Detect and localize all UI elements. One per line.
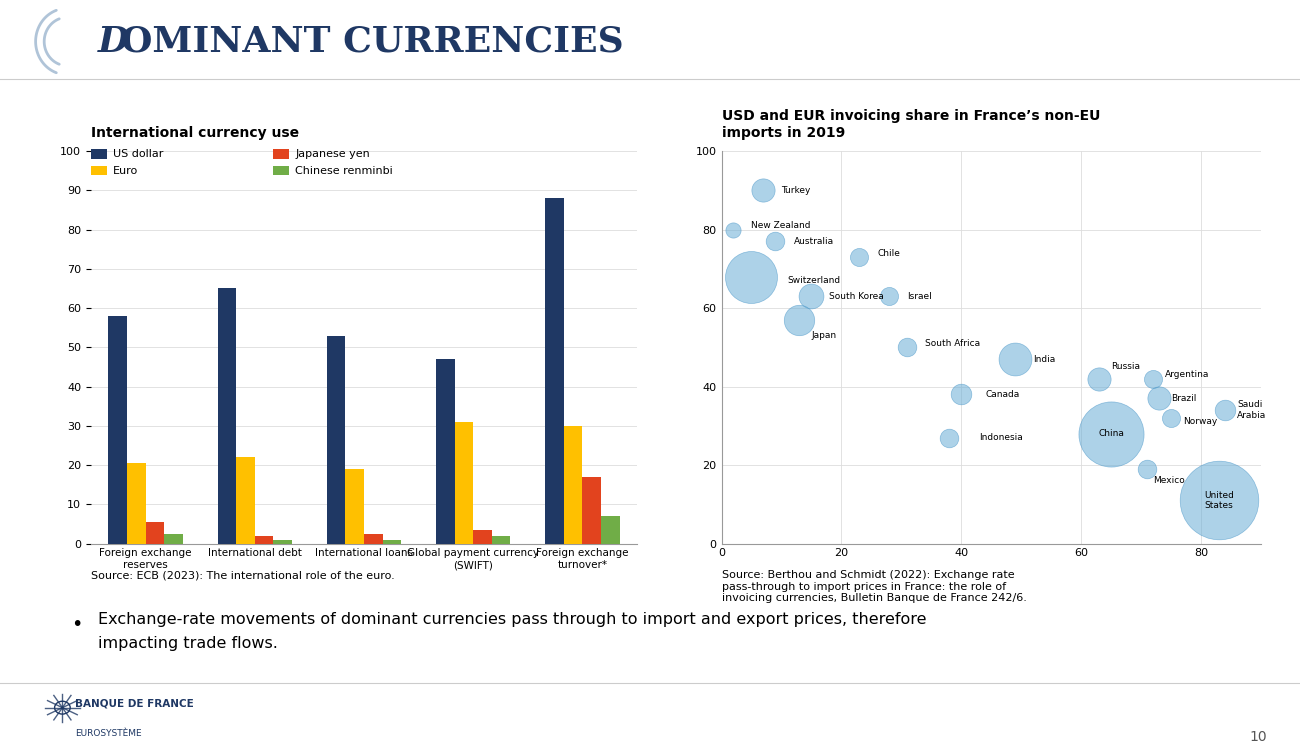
Bar [127,463,146,544]
Text: OMINANT CURRENCIES: OMINANT CURRENCIES [121,24,624,59]
Text: Israel: Israel [907,291,932,300]
Bar [108,316,127,544]
Text: Mexico: Mexico [1153,476,1184,485]
Text: Russia: Russia [1112,362,1140,371]
Bar [436,359,455,544]
Point [801,290,822,302]
Point [1136,463,1157,475]
Text: South Africa: South Africa [926,339,980,348]
Text: Indonesia: Indonesia [979,433,1023,442]
Bar [346,469,364,544]
Point [789,314,810,326]
Bar [146,522,164,544]
Point [1143,373,1164,385]
Text: Turkey: Turkey [781,186,811,195]
Text: Canada: Canada [985,390,1019,399]
Text: International currency use: International currency use [91,125,299,140]
Bar [326,335,346,544]
Text: EUROSYSTÈME: EUROSYSTÈME [75,729,142,738]
Text: Euro: Euro [113,165,138,176]
Bar [364,534,382,544]
Bar [164,534,183,544]
Text: Norway: Norway [1183,418,1217,427]
Text: India: India [1034,355,1056,364]
Text: South Korea: South Korea [829,291,884,300]
Point [1209,495,1230,507]
Text: BANQUE DE FRANCE: BANQUE DE FRANCE [75,698,194,709]
Point [1149,393,1170,405]
Text: Japanese yen: Japanese yen [295,149,370,159]
Text: Source: Berthou and Schmidt (2022): Exchange rate
pass-through to import prices : Source: Berthou and Schmidt (2022): Exch… [722,570,1027,603]
Bar [237,458,255,544]
Bar [473,530,491,544]
Text: D: D [98,24,129,59]
Point [741,270,762,282]
Text: USD and EUR invoicing share in France’s non-EU
imports in 2019: USD and EUR invoicing share in France’s … [722,109,1100,140]
Point [753,184,774,196]
Point [1101,427,1122,439]
Bar [255,536,273,544]
Text: Australia: Australia [793,237,833,246]
Point [1089,373,1110,385]
Point [849,251,870,263]
Bar [545,198,564,544]
Point [1161,412,1182,424]
Point [723,223,744,236]
Text: Chinese renminbi: Chinese renminbi [295,165,393,176]
Bar [601,516,620,544]
Point [764,236,785,248]
Bar [382,540,402,544]
Text: •: • [72,615,83,634]
Point [879,290,900,302]
Point [1005,353,1026,365]
Text: New Zealand: New Zealand [751,221,811,230]
Text: Saudi
Arabia: Saudi Arabia [1238,400,1266,420]
Point [950,388,971,400]
Text: Switzerland: Switzerland [788,276,841,285]
Text: Japan: Japan [811,331,836,340]
Text: Chile: Chile [878,248,900,257]
Point [1214,404,1235,416]
Text: impacting trade flows.: impacting trade flows. [98,636,277,651]
Bar [273,540,292,544]
Bar [217,288,237,544]
Point [939,432,959,444]
Bar [455,422,473,544]
Text: Source: ECB (2023): The international role of the euro.: Source: ECB (2023): The international ro… [91,570,395,580]
Text: China: China [1098,429,1124,438]
Text: Argentina: Argentina [1165,370,1209,379]
Bar [564,426,582,544]
Text: Exchange-rate movements of dominant currencies pass through to import and export: Exchange-rate movements of dominant curr… [98,612,926,627]
Point [897,341,918,353]
Text: United
States: United States [1204,491,1234,510]
Text: 10: 10 [1249,729,1268,744]
Text: Brazil: Brazil [1171,394,1196,403]
Text: US dollar: US dollar [113,149,164,159]
Bar [491,536,511,544]
Bar [582,477,601,544]
